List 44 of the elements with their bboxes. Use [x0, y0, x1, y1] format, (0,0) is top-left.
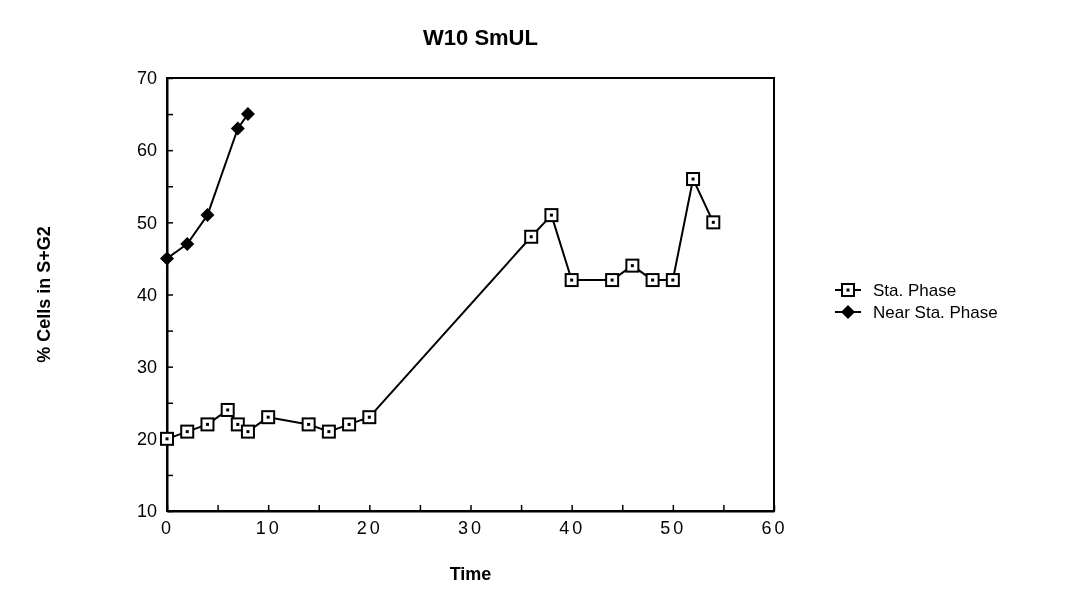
x-tick-label: 50	[660, 517, 687, 538]
y-tick-label: 20	[136, 429, 157, 450]
point	[230, 417, 245, 432]
point	[220, 402, 235, 417]
legend-label: Near Sta. Phase	[873, 303, 998, 322]
point	[645, 273, 660, 288]
point	[665, 273, 680, 288]
y-axis-title: % Cells in S+G2	[34, 226, 54, 363]
point	[564, 273, 579, 288]
point	[261, 410, 276, 425]
point	[342, 417, 357, 432]
x-tick-label: 0	[160, 517, 175, 538]
y-tick-label: 30	[136, 356, 157, 377]
point	[524, 229, 539, 244]
x-tick-label: 20	[356, 517, 383, 538]
point	[200, 417, 215, 432]
x-tick-label: 60	[761, 517, 788, 538]
point	[362, 410, 377, 425]
x-axis-title: Time	[449, 564, 492, 584]
point	[605, 273, 620, 288]
y-tick-label: 10	[136, 501, 157, 522]
point	[544, 208, 559, 223]
point	[160, 431, 174, 446]
y-tick-label: 40	[136, 284, 157, 305]
x-tick-label: 30	[457, 517, 485, 538]
y-tick-label: 60	[136, 140, 157, 161]
point	[301, 417, 316, 432]
point	[180, 236, 195, 251]
point	[240, 424, 255, 439]
point	[686, 172, 701, 187]
point	[230, 121, 245, 136]
y-tick-label: 70	[136, 68, 157, 89]
point	[180, 424, 195, 439]
point	[321, 424, 336, 439]
x-tick-label: 10	[255, 517, 282, 538]
x-tick-label: 40	[559, 517, 586, 538]
point	[160, 251, 174, 266]
point	[706, 215, 721, 230]
legend-label: Sta. Phase	[873, 281, 957, 300]
chart-title: W10 SmUL	[423, 25, 538, 50]
point	[240, 107, 255, 122]
point	[200, 208, 215, 223]
y-tick-label: 50	[136, 212, 157, 233]
point	[625, 258, 640, 273]
